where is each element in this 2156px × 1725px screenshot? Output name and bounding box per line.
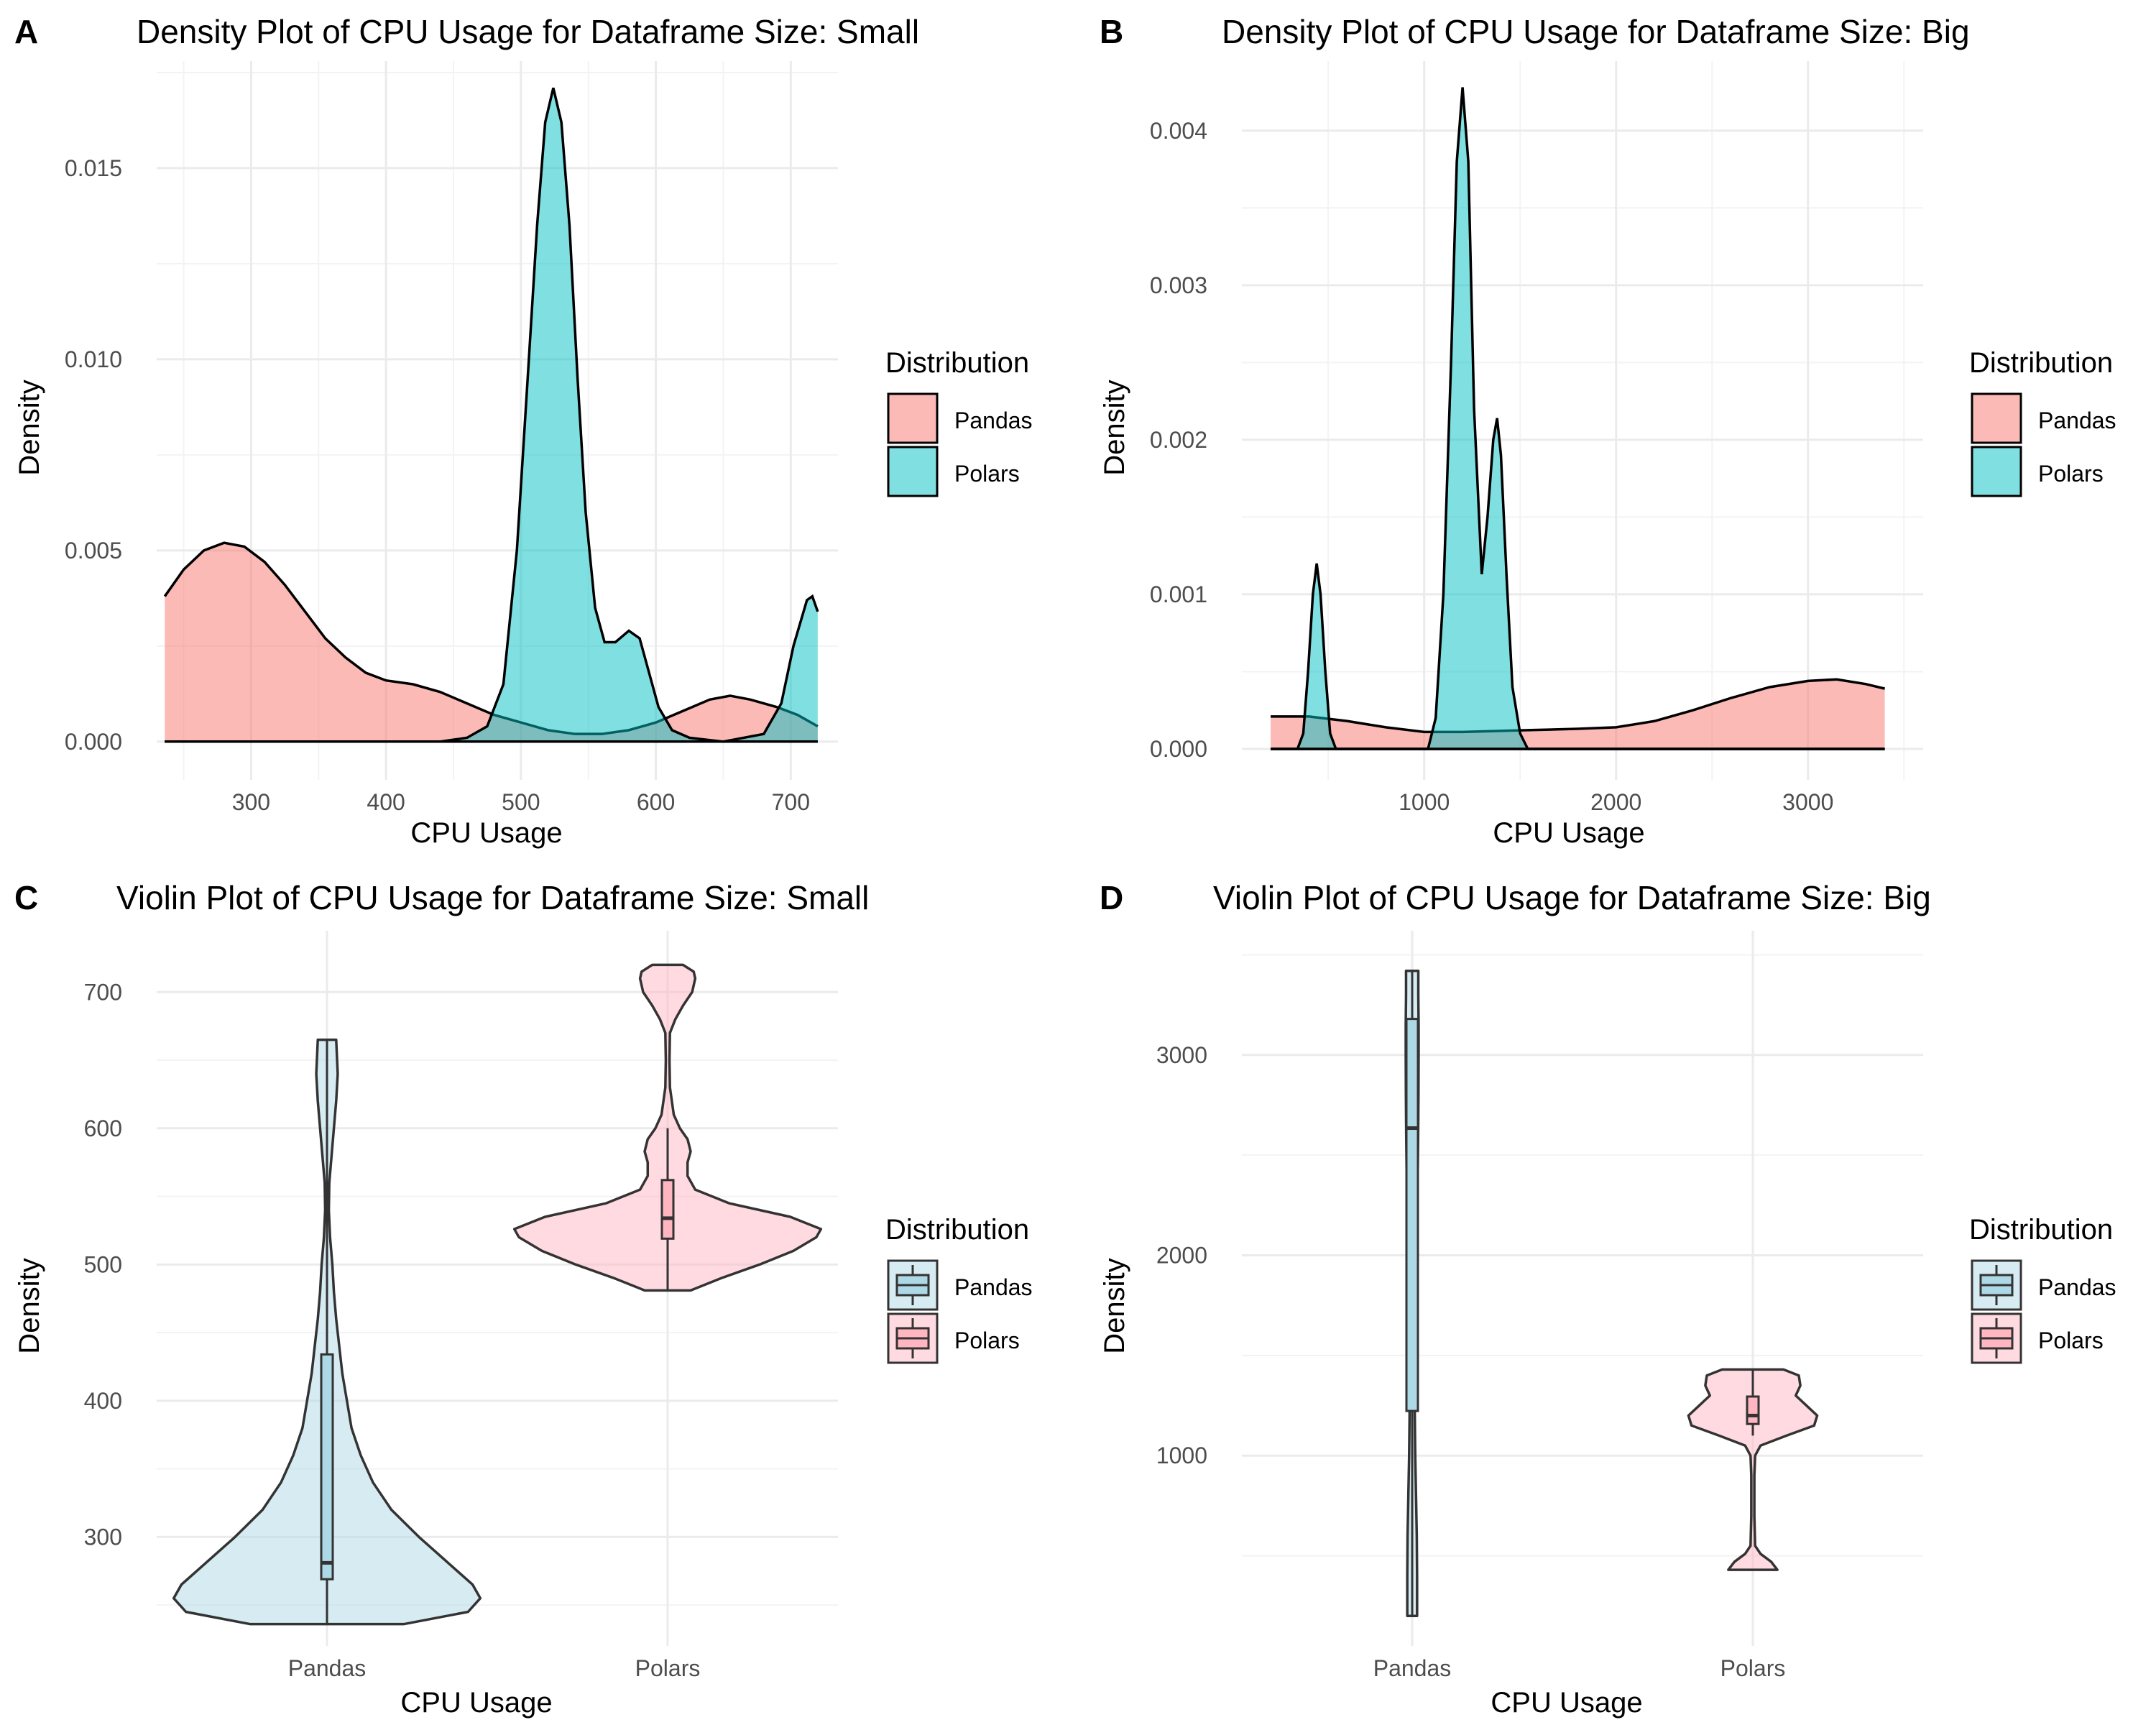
x-axis-title: CPU Usage [410, 817, 562, 849]
panel-letter: A [14, 13, 38, 50]
x-tick-label: 3000 [1782, 789, 1833, 815]
x-tick-label: 700 [772, 789, 810, 815]
x-tick-label: Polars [1720, 1655, 1786, 1681]
chart-title: Density Plot of CPU Usage for Dataframe … [1222, 13, 1970, 50]
x-tick-label: 600 [637, 789, 675, 815]
density-line-pandas [163, 541, 819, 735]
density-line-polars [1271, 87, 1885, 750]
y-tick-label: 500 [84, 1251, 122, 1277]
legend-key-pandas [1971, 392, 2022, 444]
panel-d: D Violin Plot of CPU Usage for Dataframe… [1099, 879, 2116, 1719]
legend: Distribution Pandas Polars [885, 1214, 1033, 1364]
x-axis-title: CPU Usage [400, 1687, 552, 1719]
legend-title: Distribution [1969, 1214, 2113, 1246]
y-tick-label: 0.015 [65, 155, 122, 181]
legend-key-polars [1971, 446, 2022, 497]
legend-label-polars: Polars [954, 461, 1020, 487]
x-tick-label: 400 [367, 789, 405, 815]
plot-area: 300 400 500 600 700 0.000 0.005 0.010 0.015 [65, 61, 838, 815]
y-tick-label: 0.003 [1150, 272, 1207, 298]
chart-title: Density Plot of CPU Usage for Dataframe … [137, 13, 919, 50]
legend: Distribution Pandas Polars [1969, 347, 2116, 497]
y-axis-title: Density [14, 380, 45, 475]
box-pandas [320, 1353, 334, 1581]
box-polars [1746, 1395, 1760, 1425]
legend-label-polars: Polars [954, 1328, 1020, 1353]
x-tick-label: Pandas [288, 1655, 367, 1681]
legend-label-polars: Polars [2038, 1328, 2104, 1353]
violin-polars [512, 963, 823, 1292]
legend: Distribution Pandas Polars [885, 347, 1033, 497]
legend-key-polars [887, 446, 939, 497]
legend-title: Distribution [885, 347, 1029, 379]
y-tick-label: 700 [84, 979, 122, 1005]
y-tick-label: 0.002 [1150, 427, 1207, 453]
panel-a: A Density Plot of CPU Usage for Datafram… [14, 13, 1033, 849]
y-tick-label: 400 [84, 1388, 122, 1414]
box-polars [660, 1179, 675, 1240]
panel-letter: B [1100, 13, 1123, 50]
y-tick-label: 3000 [1156, 1042, 1207, 1068]
x-tick-label: Polars [635, 1655, 701, 1681]
violin-polars [1687, 1368, 1819, 1571]
x-tick-label: 1000 [1399, 789, 1450, 815]
x-axis-title: CPU Usage [1493, 817, 1644, 849]
y-tick-label: 600 [84, 1116, 122, 1141]
plot-area: 1000 2000 3000 Pandas Polars [1156, 931, 1923, 1681]
y-axis-title: Density [1099, 380, 1130, 475]
y-tick-label: 0.000 [65, 729, 122, 755]
x-tick-label: 300 [232, 789, 270, 815]
legend: Distribution Pandas Polars [1969, 1214, 2116, 1364]
y-tick-label: 0.000 [1150, 736, 1207, 762]
legend-key-pandas [887, 392, 939, 444]
x-axis-title: CPU Usage [1491, 1687, 1642, 1719]
x-tick-label: Pandas [1373, 1655, 1452, 1681]
panel-letter: C [14, 879, 38, 916]
y-tick-label: 2000 [1156, 1243, 1207, 1269]
chart-title: Violin Plot of CPU Usage for Dataframe S… [1213, 879, 1931, 916]
box-pandas [1405, 1018, 1419, 1412]
legend-label-polars: Polars [2038, 461, 2104, 487]
legend-label-pandas: Pandas [2038, 1274, 2116, 1300]
panel-c: C Violin Plot of CPU Usage for Dataframe… [14, 879, 1033, 1719]
legend-key-polars [887, 1312, 939, 1364]
y-tick-label: 0.004 [1150, 118, 1207, 144]
legend-title: Distribution [1969, 347, 2113, 379]
y-tick-label: 300 [84, 1524, 122, 1550]
y-tick-label: 1000 [1156, 1443, 1207, 1468]
y-axis-title: Density [1099, 1258, 1130, 1353]
x-tick-label: 500 [502, 789, 540, 815]
y-axis-title: Density [14, 1258, 45, 1353]
legend-key-pandas [1971, 1259, 2022, 1311]
panel-letter: D [1100, 879, 1123, 916]
legend-key-pandas [887, 1259, 939, 1311]
density-area-pandas [1271, 679, 1885, 749]
density-line-pandas [1271, 678, 1886, 734]
legend-label-pandas: Pandas [954, 408, 1033, 433]
legend-key-polars [1971, 1312, 2022, 1364]
chart-title: Violin Plot of CPU Usage for Dataframe S… [116, 879, 869, 916]
density-line-polars [165, 87, 819, 743]
legend-title: Distribution [885, 1214, 1029, 1246]
legend-label-pandas: Pandas [954, 1274, 1033, 1300]
density-area-pandas [165, 543, 818, 742]
plot-area: 300 400 500 600 700 Pandas Polars [84, 931, 838, 1681]
x-tick-label: 2000 [1590, 789, 1641, 815]
legend-label-pandas: Pandas [2038, 408, 2116, 433]
y-tick-label: 0.010 [65, 346, 122, 372]
y-tick-label: 0.005 [65, 538, 122, 564]
y-tick-label: 0.001 [1150, 581, 1207, 607]
panel-b: B Density Plot of CPU Usage for Datafram… [1099, 13, 2116, 849]
plot-area: 1000 2000 3000 0.000 0.001 0.002 0.003 0.004 [1150, 61, 1923, 815]
